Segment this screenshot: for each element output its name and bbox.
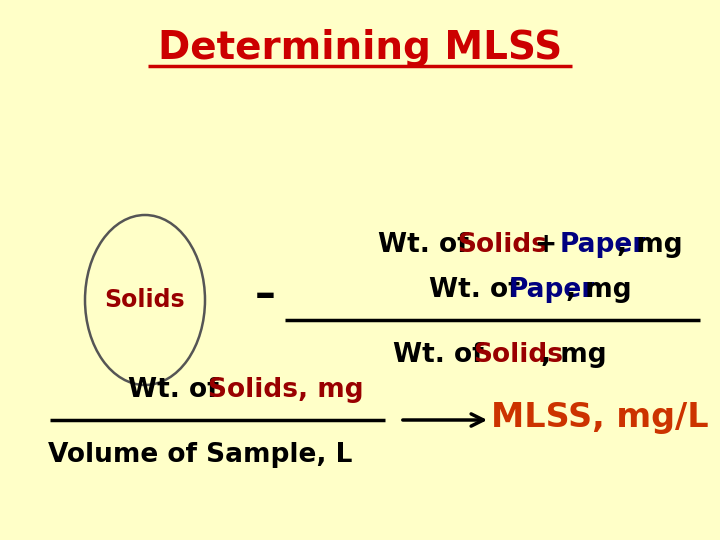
Text: , mg: , mg	[617, 232, 683, 258]
Text: Solids, mg: Solids, mg	[208, 377, 364, 403]
Text: Wt. of: Wt. of	[429, 277, 528, 303]
Text: Paper: Paper	[560, 232, 646, 258]
Text: , mg: , mg	[566, 277, 631, 303]
Text: MLSS, mg/L: MLSS, mg/L	[491, 402, 708, 435]
Text: Wt. of: Wt. of	[377, 232, 477, 258]
Text: +: +	[526, 232, 566, 258]
Text: Wt. of: Wt. of	[128, 377, 228, 403]
Text: Paper: Paper	[508, 277, 595, 303]
Text: Determining MLSS: Determining MLSS	[158, 29, 562, 67]
Text: Solids: Solids	[473, 342, 563, 368]
Text: , mg: , mg	[541, 342, 607, 368]
Text: Solids: Solids	[457, 232, 547, 258]
Text: Volume of Sample, L: Volume of Sample, L	[48, 442, 352, 468]
Text: –: –	[255, 274, 276, 316]
Text: Wt. of: Wt. of	[393, 342, 493, 368]
Text: Solids: Solids	[104, 288, 185, 312]
